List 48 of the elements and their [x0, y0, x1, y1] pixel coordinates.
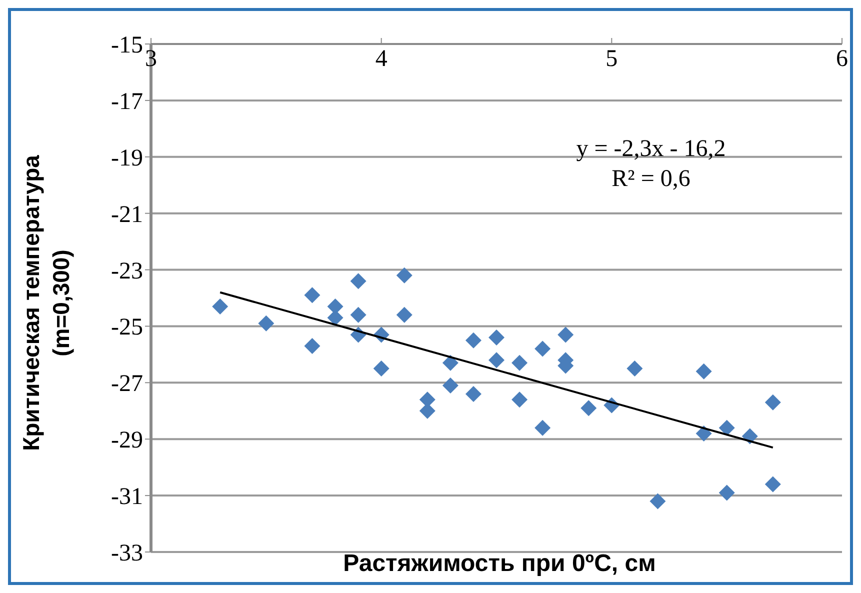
point: [764, 394, 781, 410]
point: [373, 360, 390, 377]
point: [350, 306, 366, 323]
point: [718, 484, 735, 501]
annotation: y = -2,3x - 16,2: [575, 136, 727, 163]
point: [396, 267, 412, 284]
point: [212, 298, 228, 314]
point: [442, 377, 458, 394]
x-tick-label: 3: [145, 46, 157, 72]
y-tick-label: -29: [111, 428, 143, 454]
point: [696, 363, 712, 380]
point: [488, 352, 504, 368]
y-tick-label: -33: [111, 540, 143, 567]
point: [534, 420, 551, 436]
point: [327, 298, 344, 314]
point: [696, 425, 712, 442]
x-tick-label: 4: [375, 46, 388, 72]
point: [512, 354, 528, 371]
annotation: R² = 0,6: [610, 166, 692, 193]
y-axis-title: Критическая температура (m=0,300): [17, 154, 75, 450]
point: [534, 340, 551, 357]
x-tick-label: 6: [836, 46, 848, 72]
point: [488, 330, 504, 346]
point: [718, 420, 735, 436]
x-axis-title: Растяжимость при 0ºС, см: [342, 550, 657, 578]
y-tick-label: -15: [111, 32, 143, 59]
point: [650, 493, 666, 510]
point: [764, 476, 781, 492]
y-tick-label: -27: [111, 371, 143, 398]
point: [304, 338, 320, 354]
y-tick-label: -17: [111, 88, 143, 115]
y-tick-label: -21: [111, 202, 143, 228]
y-tick-label: -23: [111, 258, 143, 284]
point: [626, 360, 643, 377]
point: [558, 326, 574, 343]
point: [258, 315, 274, 332]
y-tick-label: -25: [111, 314, 143, 341]
point: [396, 306, 412, 323]
point: [512, 392, 528, 408]
point: [350, 273, 366, 290]
y-tick-label: -31: [111, 484, 143, 510]
point: [304, 287, 320, 304]
y-tick-label: -19: [111, 145, 143, 172]
point: [442, 354, 458, 371]
point: [465, 332, 482, 348]
point: [580, 400, 597, 416]
x-tick-label: 5: [606, 46, 618, 72]
point: [465, 386, 482, 402]
